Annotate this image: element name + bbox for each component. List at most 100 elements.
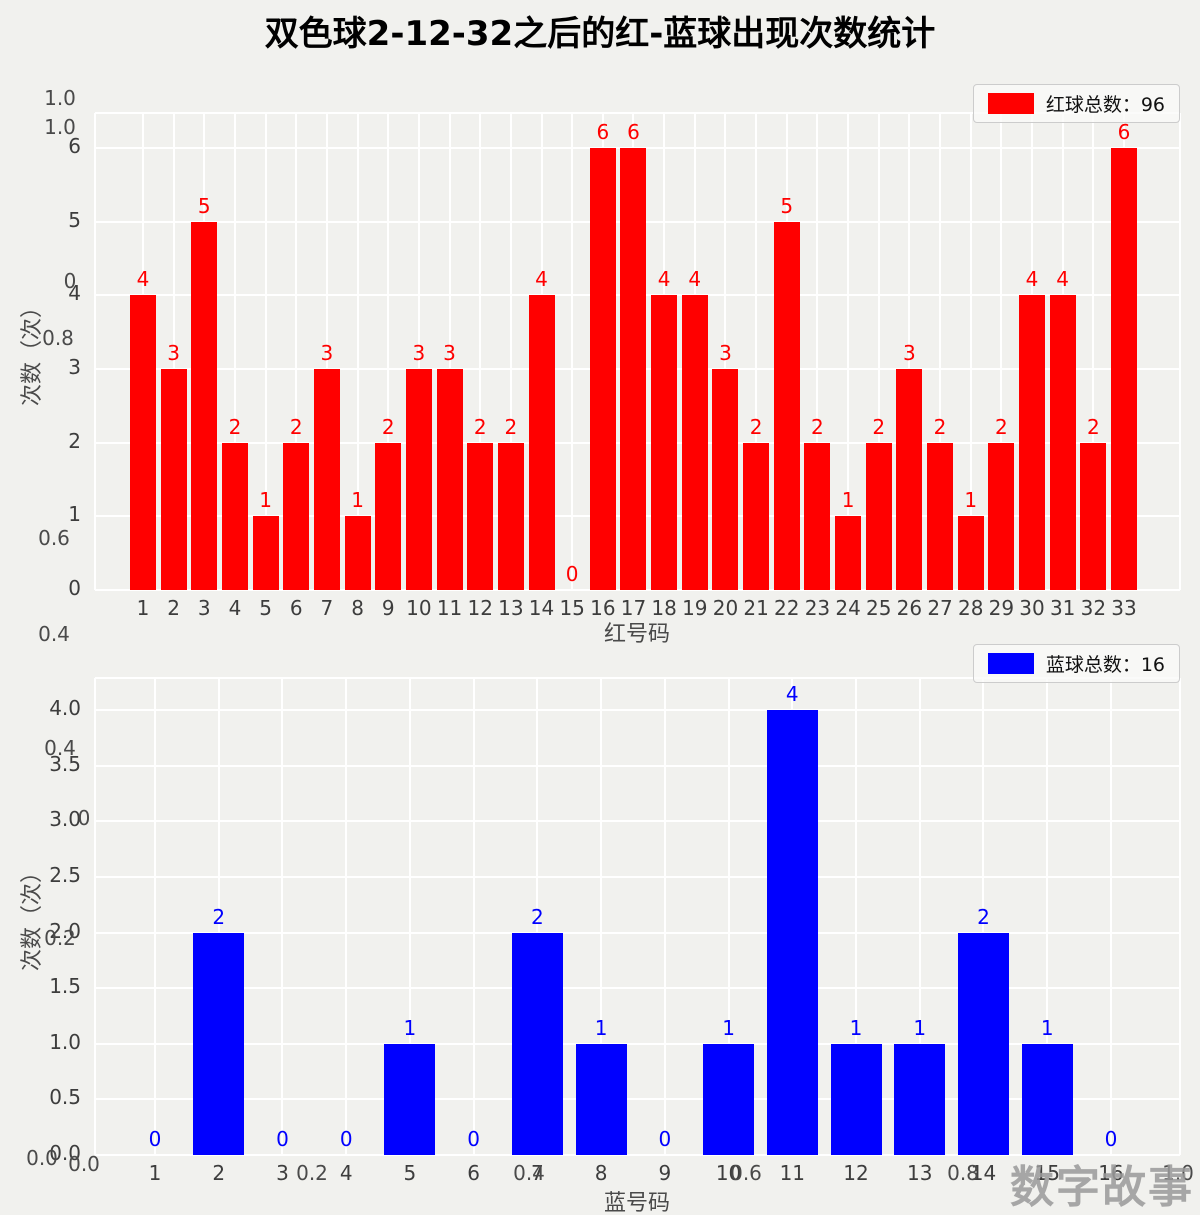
bar bbox=[620, 147, 647, 590]
gridline-vertical bbox=[939, 113, 942, 590]
gridline-horizontal bbox=[95, 987, 1180, 990]
bar bbox=[193, 932, 245, 1155]
x-tick-label: 3 bbox=[276, 1161, 289, 1185]
bar bbox=[681, 295, 708, 590]
bar-value-label: 1 bbox=[841, 488, 855, 513]
gridline-horizontal bbox=[95, 112, 1180, 114]
x-tick-label: 31 bbox=[1049, 596, 1076, 620]
ghost-tick-label: 0.0 bbox=[26, 1146, 58, 1170]
x-tick-label: 25 bbox=[866, 596, 892, 620]
gridline-vertical bbox=[356, 113, 359, 590]
bar bbox=[804, 442, 831, 590]
bar bbox=[743, 442, 770, 590]
x-tick-label: 20 bbox=[712, 596, 739, 620]
bar-value-label: 4 bbox=[136, 267, 150, 292]
y-tick-label: 0.0 bbox=[49, 1141, 81, 1165]
bar bbox=[835, 516, 862, 590]
ghost-tick-label: 1.0 bbox=[44, 115, 76, 139]
bar-value-label: 4 bbox=[785, 682, 799, 706]
x-tick-label: 17 bbox=[620, 596, 647, 620]
red-legend-swatch bbox=[987, 93, 1034, 114]
gridline-horizontal bbox=[95, 875, 1180, 878]
bar-value-label: 3 bbox=[443, 340, 456, 365]
bar bbox=[1080, 442, 1107, 590]
gridline-vertical bbox=[1109, 678, 1112, 1155]
watermark: 数字故事 bbox=[1010, 1162, 1194, 1213]
bar bbox=[375, 442, 402, 590]
y-tick-label: 1.0 bbox=[49, 1029, 81, 1054]
bar-value-label: 0 bbox=[467, 1127, 481, 1151]
bar bbox=[927, 442, 954, 590]
bar bbox=[712, 368, 739, 590]
bar-value-label: 1 bbox=[849, 1015, 863, 1040]
y-tick-label: 2.5 bbox=[49, 862, 81, 887]
bar-value-label: 3 bbox=[719, 340, 732, 365]
bar bbox=[703, 1043, 755, 1155]
bar-value-label: 2 bbox=[933, 414, 947, 439]
y-tick-label: 1.5 bbox=[49, 974, 81, 999]
gridline-vertical bbox=[154, 678, 156, 1155]
gridline-vertical bbox=[325, 113, 328, 590]
x-tick-label: 13 bbox=[498, 596, 524, 620]
y-tick-label: 2.0 bbox=[49, 918, 81, 943]
ghost-tick-label: 0.6 bbox=[38, 526, 70, 550]
ghost-tick-label: 0.2 bbox=[296, 1161, 328, 1185]
ghost-tick-label: 0.8 bbox=[42, 326, 74, 350]
gridline-vertical bbox=[908, 113, 911, 590]
gridline-vertical bbox=[571, 113, 574, 590]
bar bbox=[957, 516, 984, 590]
y-tick-label: 6 bbox=[68, 133, 81, 158]
ghost-tick-label: 1.0 bbox=[1162, 1161, 1194, 1185]
y-tick-label: 5 bbox=[68, 207, 81, 232]
bar bbox=[651, 295, 678, 590]
gridline-vertical bbox=[1179, 678, 1181, 1155]
gridline-vertical bbox=[472, 678, 475, 1155]
gridline-horizontal bbox=[95, 764, 1180, 767]
x-tick-label: 24 bbox=[835, 596, 861, 620]
bar-value-label: 2 bbox=[289, 414, 303, 439]
x-tick-label: 2 bbox=[167, 596, 181, 620]
x-tick-label: 27 bbox=[927, 596, 953, 620]
x-tick-label: 21 bbox=[743, 596, 769, 620]
gridline-vertical bbox=[1000, 113, 1003, 590]
x-tick-label: 10 bbox=[406, 596, 432, 620]
x-tick-label: 7 bbox=[320, 596, 334, 620]
gridline-vertical bbox=[727, 678, 730, 1155]
bar-value-label: 2 bbox=[504, 414, 518, 439]
bar-value-label: 5 bbox=[197, 193, 211, 218]
x-tick-label: 4 bbox=[339, 1161, 353, 1185]
x-tick-label: 26 bbox=[896, 596, 923, 620]
bar bbox=[467, 442, 494, 590]
bar-value-label: 6 bbox=[627, 119, 640, 144]
bar bbox=[830, 1043, 882, 1155]
bar-value-label: 2 bbox=[212, 904, 226, 929]
x-tick-label: 19 bbox=[682, 596, 708, 620]
gridline-vertical bbox=[408, 678, 411, 1155]
bar-value-label: 0 bbox=[658, 1127, 672, 1151]
gridline-vertical bbox=[233, 113, 236, 590]
x-tick-label: 8 bbox=[351, 596, 364, 620]
x-tick-label: 5 bbox=[259, 596, 272, 620]
bar-value-label: 2 bbox=[381, 414, 395, 439]
x-tick-label: 12 bbox=[843, 1161, 869, 1185]
bar bbox=[221, 442, 248, 590]
x-tick-label: 11 bbox=[436, 596, 463, 620]
bar-value-label: 6 bbox=[1117, 119, 1131, 144]
x-tick-label: 15 bbox=[559, 596, 585, 620]
gridline-vertical bbox=[1046, 678, 1049, 1155]
ghost-tick-label: 0.4 bbox=[38, 622, 70, 646]
bar-value-label: 2 bbox=[1086, 414, 1100, 439]
x-tick-label: 2 bbox=[212, 1161, 226, 1185]
chart-title: 双色球2-12-32之后的红-蓝球出现次数统计 bbox=[264, 14, 936, 54]
x-tick-label: 33 bbox=[1111, 596, 1137, 620]
gridline-vertical bbox=[816, 113, 819, 590]
bar bbox=[191, 221, 218, 590]
gridline-vertical bbox=[663, 678, 666, 1155]
gridline-vertical bbox=[448, 113, 451, 590]
gridline-vertical bbox=[918, 678, 921, 1155]
bar-value-label: 1 bbox=[964, 488, 978, 513]
gridline-vertical bbox=[755, 113, 758, 590]
bar-value-label: 3 bbox=[412, 340, 426, 365]
bar-value-label: 1 bbox=[259, 488, 272, 513]
bar bbox=[344, 516, 371, 590]
